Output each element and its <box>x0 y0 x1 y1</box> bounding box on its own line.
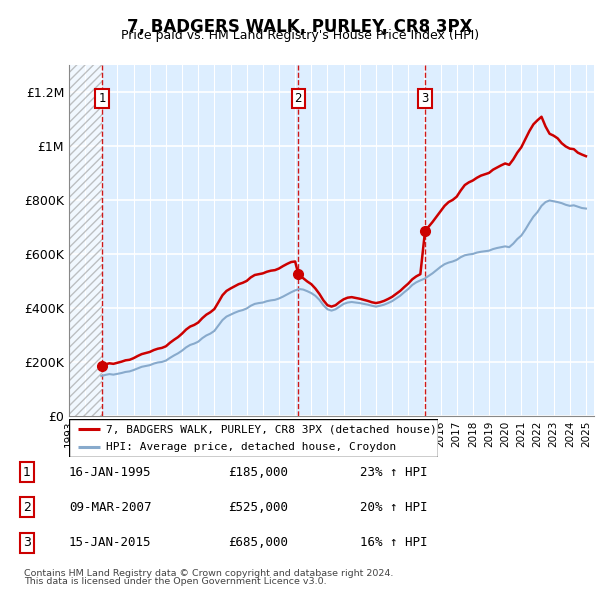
Text: 16% ↑ HPI: 16% ↑ HPI <box>360 536 427 549</box>
Text: 2: 2 <box>23 501 31 514</box>
Text: 23% ↑ HPI: 23% ↑ HPI <box>360 466 427 478</box>
Text: £185,000: £185,000 <box>228 466 288 478</box>
Text: 7, BADGERS WALK, PURLEY, CR8 3PX (detached house): 7, BADGERS WALK, PURLEY, CR8 3PX (detach… <box>106 424 437 434</box>
Text: 15-JAN-2015: 15-JAN-2015 <box>69 536 151 549</box>
Text: 16-JAN-1995: 16-JAN-1995 <box>69 466 151 478</box>
Text: 1: 1 <box>23 466 31 478</box>
Text: 7, BADGERS WALK, PURLEY, CR8 3PX: 7, BADGERS WALK, PURLEY, CR8 3PX <box>127 18 473 36</box>
Text: 1: 1 <box>98 92 106 105</box>
Text: 3: 3 <box>421 92 429 105</box>
Text: Price paid vs. HM Land Registry's House Price Index (HPI): Price paid vs. HM Land Registry's House … <box>121 30 479 42</box>
Bar <box>69 65 102 416</box>
Text: £685,000: £685,000 <box>228 536 288 549</box>
Text: HPI: Average price, detached house, Croydon: HPI: Average price, detached house, Croy… <box>106 442 396 452</box>
Text: 09-MAR-2007: 09-MAR-2007 <box>69 501 151 514</box>
Text: Contains HM Land Registry data © Crown copyright and database right 2024.: Contains HM Land Registry data © Crown c… <box>24 569 394 578</box>
Text: 3: 3 <box>23 536 31 549</box>
Text: This data is licensed under the Open Government Licence v3.0.: This data is licensed under the Open Gov… <box>24 577 326 586</box>
Text: £525,000: £525,000 <box>228 501 288 514</box>
Text: 20% ↑ HPI: 20% ↑ HPI <box>360 501 427 514</box>
Text: 2: 2 <box>295 92 302 105</box>
